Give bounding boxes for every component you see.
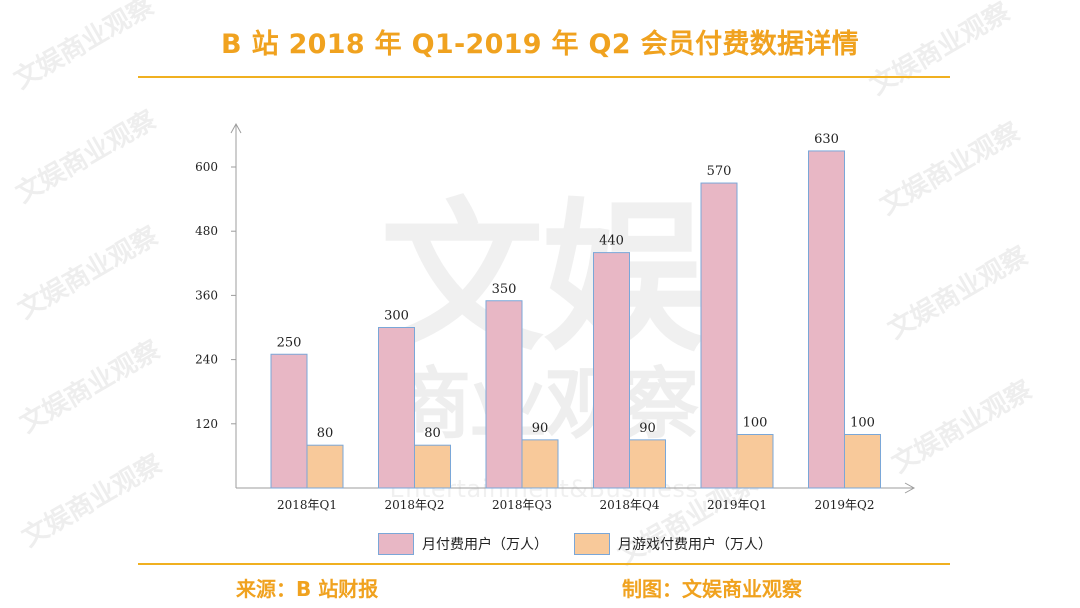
bar-game-paying-users — [844, 434, 881, 489]
data-label-game-paying-users: 80 — [424, 426, 441, 441]
x-tick-label: 2018年Q2 — [384, 498, 444, 512]
x-tick-label: 2018年Q1 — [277, 498, 337, 512]
data-label-game-paying-users: 90 — [639, 421, 656, 436]
y-tick-label: 480 — [195, 224, 218, 238]
bar-paying-users — [808, 150, 845, 489]
legend-swatch-paying-users — [378, 533, 414, 555]
data-label-paying-users: 350 — [492, 282, 517, 297]
data-label-game-paying-users: 80 — [317, 426, 334, 441]
bar-game-paying-users — [521, 439, 559, 489]
data-label-paying-users: 250 — [277, 335, 302, 350]
legend-label-game-paying-users: 月游戏付费用户（万人） — [618, 537, 772, 553]
page-title: B 站 2018 年 Q1-2019 年 Q2 会员付费数据详情 — [221, 29, 859, 60]
legend-item-game-paying-users: 月游戏付费用户（万人） — [574, 530, 772, 558]
bar-paying-users — [593, 252, 630, 489]
data-labels: 250 300 350 440 570 630 80 80 90 90 100 100 — [277, 132, 875, 441]
bar-game-paying-users — [629, 439, 666, 489]
y-tick-label: 240 — [195, 353, 218, 367]
data-label-paying-users: 440 — [599, 234, 624, 249]
x-tick-label: 2019年Q1 — [707, 498, 767, 512]
data-label-game-paying-users: 90 — [532, 421, 549, 436]
legend-item-paying-users: 月付费用户（万人） — [378, 530, 548, 558]
data-label-game-paying-users: 100 — [743, 416, 768, 431]
x-axis-arrow — [904, 482, 916, 494]
data-label-game-paying-users: 100 — [850, 416, 875, 431]
bar-paying-users — [378, 327, 415, 489]
legend-swatch-game-paying-users — [574, 533, 610, 555]
bars — [270, 150, 881, 489]
bar-paying-users — [485, 300, 523, 489]
bar-game-paying-users — [306, 444, 344, 489]
bar-paying-users — [270, 353, 308, 489]
x-tick-label: 2019年Q2 — [814, 498, 874, 512]
y-axis: 120 240 360 480 600 — [195, 122, 242, 488]
y-tick-label: 360 — [195, 288, 218, 302]
y-axis-arrow — [230, 122, 242, 134]
y-tick-label: 600 — [195, 160, 218, 174]
bar-game-paying-users — [414, 444, 451, 489]
x-axis: 2018年Q1 2018年Q2 2018年Q3 2018年Q4 2019年Q1 2019年… — [236, 482, 916, 512]
title-divider — [138, 76, 950, 78]
source-text: 来源：B 站财报 — [236, 577, 379, 601]
legend: 月付费用户（万人） 月游戏付费用户（万人） — [378, 530, 798, 558]
credit-text: 制图：文娱商业观察 — [622, 577, 802, 601]
bar-game-paying-users — [736, 434, 774, 489]
data-label-paying-users: 630 — [814, 132, 839, 147]
x-tick-label: 2018年Q4 — [599, 498, 659, 512]
data-label-paying-users: 300 — [384, 309, 409, 324]
y-tick-label: 120 — [195, 417, 218, 431]
footer-divider — [138, 563, 950, 565]
x-tick-label: 2018年Q3 — [492, 498, 552, 512]
data-label-paying-users: 570 — [707, 164, 732, 179]
bar-paying-users — [700, 182, 738, 489]
legend-label-paying-users: 月付费用户（万人） — [422, 537, 548, 553]
